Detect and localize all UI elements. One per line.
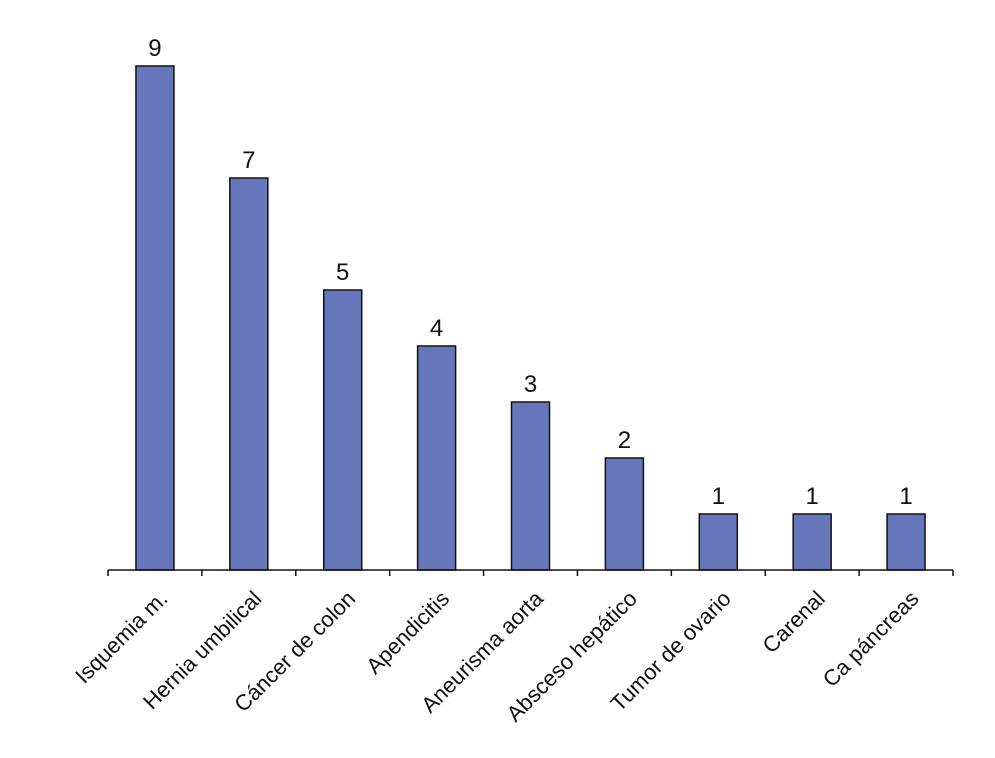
bar — [792, 513, 832, 571]
data-label: 5 — [336, 259, 349, 286]
data-label: 3 — [524, 371, 537, 398]
x-tick-label: Isquemia m. — [70, 586, 172, 688]
data-label: 4 — [430, 315, 443, 342]
x-tick-label: Ca páncreas — [818, 586, 924, 692]
bar — [416, 345, 457, 571]
bar — [510, 401, 551, 571]
data-label: 1 — [899, 483, 912, 510]
data-label: 1 — [712, 483, 725, 510]
bar — [322, 289, 363, 571]
data-label: 2 — [618, 427, 631, 454]
x-tick-label: Apendicitis — [361, 586, 454, 679]
bar — [604, 457, 645, 571]
bar — [229, 177, 269, 571]
bar — [698, 513, 739, 571]
bar — [886, 513, 926, 571]
bar — [135, 65, 175, 571]
data-label: 9 — [148, 35, 161, 62]
data-label: 1 — [805, 483, 818, 510]
x-tick-label: Carenal — [758, 586, 830, 658]
data-label: 7 — [242, 147, 255, 174]
